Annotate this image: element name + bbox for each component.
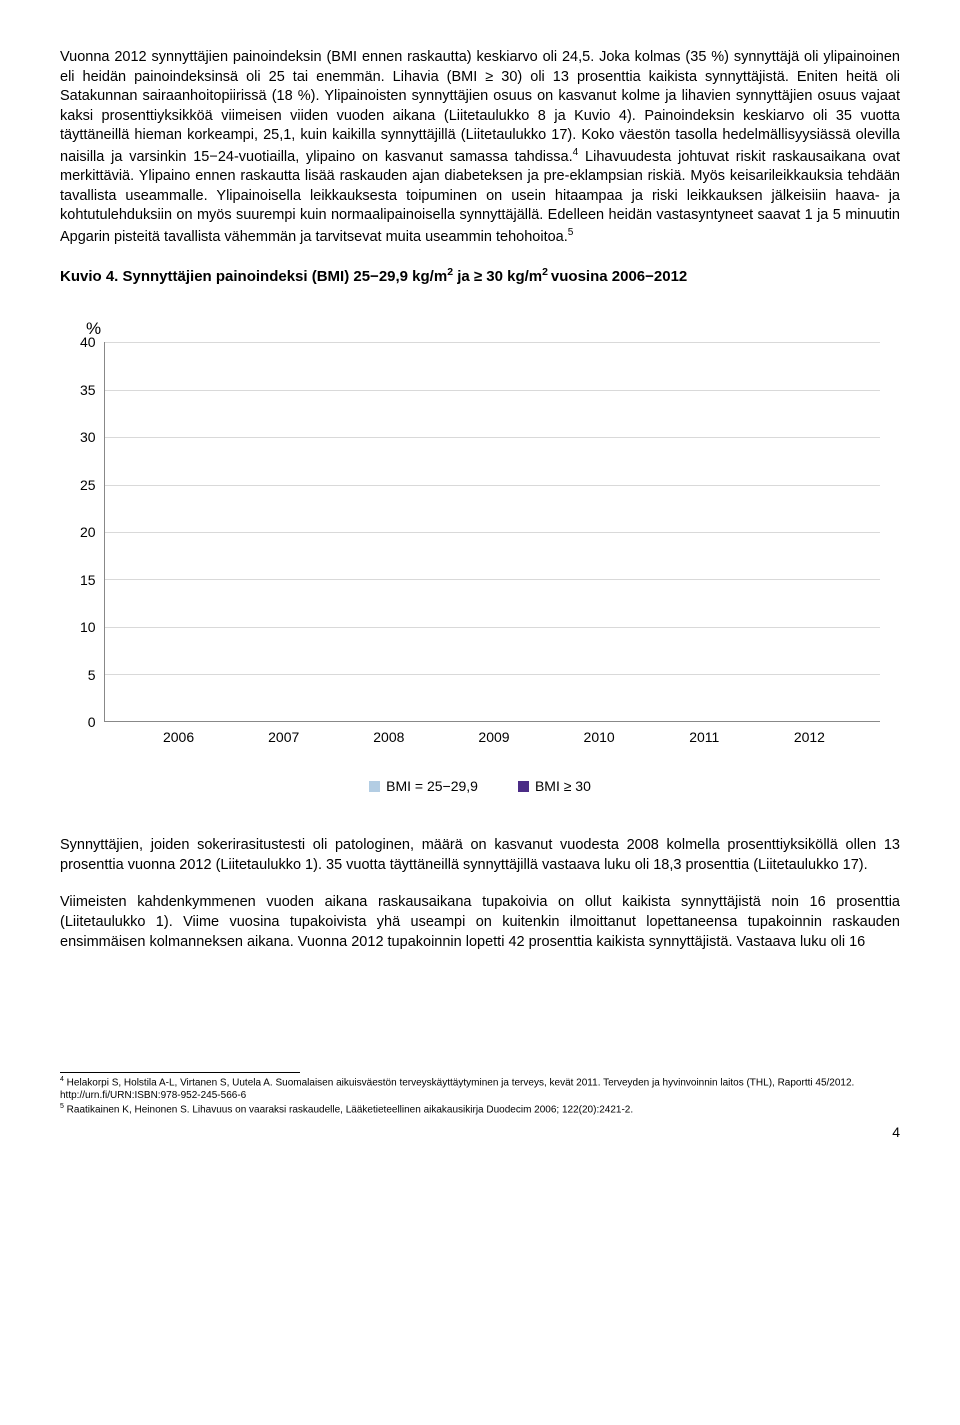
legend-label-a: BMI = 25−29,9 bbox=[386, 777, 478, 796]
chart-heading: Kuvio 4. Synnyttäjien painoindeksi (BMI)… bbox=[60, 265, 900, 287]
x-label: 2012 bbox=[772, 728, 846, 747]
x-label: 2010 bbox=[562, 728, 636, 747]
paragraph-3: Viimeisten kahdenkymmenen vuoden aikana … bbox=[60, 893, 900, 952]
legend-item-a: BMI = 25−29,9 bbox=[369, 777, 478, 796]
para1-text-a: Vuonna 2012 synnyttäjien painoindeksin (… bbox=[60, 49, 900, 165]
y-axis-unit: % bbox=[86, 318, 880, 341]
paragraph-2: Synnyttäjien, joiden sokerirasitustesti … bbox=[60, 836, 900, 875]
legend-swatch-b bbox=[518, 781, 529, 792]
footnotes: 4 Helakorpi S, Holstila A-L, Virtanen S,… bbox=[60, 1075, 900, 1117]
footnote-5: 5 Raatikainen K, Heinonen S. Lihavuus on… bbox=[60, 1102, 900, 1116]
bmi-chart: % 4035302520151050 200620072008200920102… bbox=[80, 318, 880, 797]
gridlines bbox=[105, 342, 880, 721]
x-label: 2007 bbox=[247, 728, 321, 747]
x-label: 2009 bbox=[457, 728, 531, 747]
x-axis: 2006 2007 2008 2009 2010 2011 2012 bbox=[108, 722, 880, 747]
legend-item-b: BMI ≥ 30 bbox=[518, 777, 591, 796]
y-axis: 4035302520151050 bbox=[80, 342, 104, 722]
paragraph-1: Vuonna 2012 synnyttäjien painoindeksin (… bbox=[60, 48, 900, 247]
legend-label-b: BMI ≥ 30 bbox=[535, 777, 591, 796]
legend-swatch-a bbox=[369, 781, 380, 792]
plot-area bbox=[104, 342, 880, 722]
page-number: 4 bbox=[60, 1123, 900, 1142]
footnote-4-link[interactable]: http://urn.fi/URN:ISBN:978-952-245-566-6 bbox=[60, 1090, 246, 1101]
footnote-ref-5: 5 bbox=[568, 227, 574, 238]
x-label: 2008 bbox=[352, 728, 426, 747]
x-label: 2006 bbox=[142, 728, 216, 747]
legend: BMI = 25−29,9 BMI ≥ 30 bbox=[80, 777, 880, 796]
x-label: 2011 bbox=[667, 728, 741, 747]
footnote-4: 4 Helakorpi S, Holstila A-L, Virtanen S,… bbox=[60, 1075, 900, 1102]
